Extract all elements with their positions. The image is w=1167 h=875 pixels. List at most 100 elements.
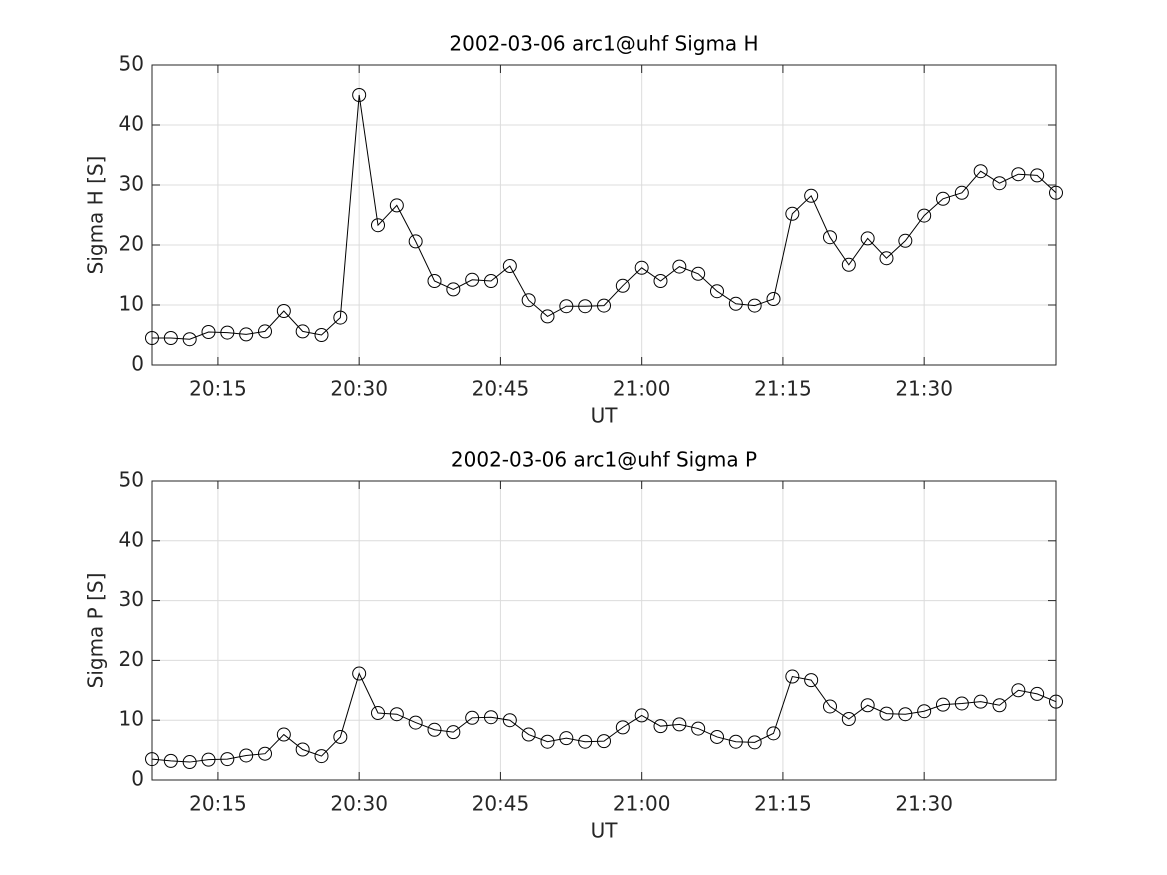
data-point xyxy=(710,729,724,744)
data-point xyxy=(352,666,367,681)
axes-box xyxy=(151,480,1057,781)
y-tick-label: 10 xyxy=(119,707,144,731)
data-point xyxy=(898,233,913,248)
x-tick-label: 20:45 xyxy=(472,377,530,401)
y-axis-label: Sigma H [S] xyxy=(84,156,108,275)
y-tick-label: 50 xyxy=(119,468,144,492)
data-point xyxy=(653,719,668,734)
data-point xyxy=(163,331,178,345)
y-tick-label: 0 xyxy=(131,352,144,376)
data-point xyxy=(465,272,480,287)
data-point xyxy=(804,673,819,688)
x-tick-label: 20:45 xyxy=(472,792,530,816)
data-point xyxy=(276,304,291,318)
data-point xyxy=(314,328,329,342)
data-point xyxy=(371,706,385,721)
data-point xyxy=(314,749,329,764)
data-point xyxy=(936,191,950,206)
data-point xyxy=(1049,185,1063,200)
data-point xyxy=(634,260,649,275)
data-point xyxy=(182,332,197,347)
data-point xyxy=(333,729,348,744)
data-point xyxy=(389,707,404,722)
data-point xyxy=(502,259,517,273)
data-point xyxy=(408,715,423,730)
data-line xyxy=(151,672,1057,763)
data-point xyxy=(427,722,442,737)
data-line xyxy=(152,94,1057,340)
x-tick-label: 21:00 xyxy=(613,792,671,816)
data-point xyxy=(1011,167,1026,182)
chart-title: 2002-03-06 arc1@uhf Sigma P xyxy=(451,448,757,472)
data-point xyxy=(446,282,461,297)
data-point xyxy=(785,206,800,221)
data-point xyxy=(747,298,762,313)
data-point xyxy=(634,708,649,723)
data-point xyxy=(578,734,593,749)
y-tick-label: 0 xyxy=(131,767,144,791)
x-tick-label: 21:15 xyxy=(754,377,812,401)
data-point xyxy=(484,274,498,288)
data-point xyxy=(936,697,950,712)
data-point xyxy=(973,694,988,709)
x-tick-label: 20:15 xyxy=(189,377,247,401)
data-point xyxy=(1030,686,1045,701)
data-point xyxy=(804,188,819,203)
data-point xyxy=(371,218,385,233)
data-point xyxy=(220,325,235,340)
data-point xyxy=(465,710,480,725)
data-point xyxy=(992,698,1007,713)
data-point xyxy=(766,292,781,306)
data-point xyxy=(295,742,310,757)
x-tick-label: 20:30 xyxy=(330,377,388,401)
data-point xyxy=(691,721,706,736)
data-point xyxy=(446,725,461,740)
data-point xyxy=(182,755,197,770)
data-point xyxy=(578,299,593,314)
data-point xyxy=(540,309,555,324)
plot-area xyxy=(152,65,1056,365)
data-point xyxy=(540,734,555,749)
data-point xyxy=(295,324,310,339)
data-point xyxy=(785,669,800,684)
data-point xyxy=(710,284,724,299)
x-tick-label: 21:15 xyxy=(754,792,812,816)
data-point xyxy=(163,753,178,768)
data-point xyxy=(1011,683,1026,698)
data-point xyxy=(992,176,1007,191)
data-point xyxy=(484,710,498,725)
data-point xyxy=(597,298,611,313)
data-point xyxy=(145,331,159,345)
data-point xyxy=(521,293,536,308)
chart-title: 2002-03-06 arc1@uhf Sigma H xyxy=(449,32,758,56)
x-axis-label: UT xyxy=(591,819,619,843)
data-point xyxy=(201,752,216,767)
data-point xyxy=(597,734,611,749)
data-point xyxy=(653,274,668,288)
data-point xyxy=(427,274,442,288)
x-tick-label: 21:30 xyxy=(895,377,953,401)
data-point xyxy=(860,231,875,246)
data-point xyxy=(615,720,630,735)
y-tick-label: 30 xyxy=(119,172,144,196)
y-axis-label: Sigma P [S] xyxy=(84,573,108,689)
data-point xyxy=(1049,694,1063,709)
x-tick-label: 20:15 xyxy=(189,792,247,816)
data-point xyxy=(521,727,536,742)
data-point xyxy=(823,230,837,245)
data-point xyxy=(728,296,743,311)
data-point xyxy=(766,726,781,741)
data-point xyxy=(502,713,517,728)
plot-area xyxy=(152,481,1056,780)
data-point xyxy=(898,707,913,722)
x-tick-label: 20:30 xyxy=(330,792,388,816)
data-point xyxy=(615,278,630,293)
data-point xyxy=(258,746,272,761)
data-point xyxy=(747,735,762,750)
data-point xyxy=(239,748,254,763)
y-tick-label: 10 xyxy=(119,292,144,316)
data-point xyxy=(145,752,159,767)
data-point xyxy=(220,752,235,767)
x-tick-label: 21:00 xyxy=(613,377,671,401)
